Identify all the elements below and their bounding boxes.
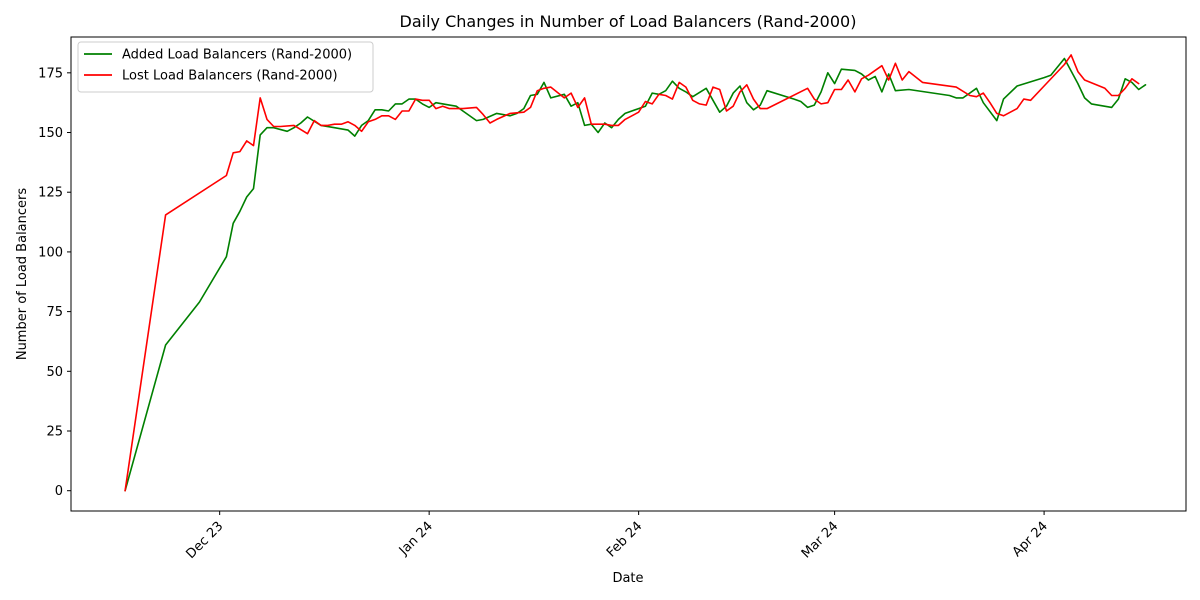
x-tick-label: Apr 24: [1010, 519, 1051, 560]
x-axis: Dec 23 Jan 24 Feb 24 Mar 24 Apr 24: [183, 511, 1051, 562]
y-axis: 0 25 50 75 100 125 150 175: [38, 66, 71, 499]
y-tick-label: 175: [38, 66, 63, 81]
legend-box: [77, 41, 374, 93]
y-axis-label: Number of Load Balancers: [15, 188, 30, 361]
y-tick-label: 150: [38, 126, 63, 141]
y-tick-label: 75: [46, 305, 63, 320]
chart-title: Daily Changes in Number of Load Balancer…: [400, 12, 857, 31]
plot-frame: [70, 36, 1187, 512]
legend-label-added: Added Load Balancers (Rand-2000): [122, 48, 352, 63]
y-tick-label: 125: [38, 186, 63, 201]
x-tick-label: Mar 24: [799, 519, 842, 562]
legend-label-lost: Lost Load Balancers (Rand-2000): [122, 69, 338, 84]
legend: Added Load Balancers (Rand-2000) Lost Loa…: [77, 41, 374, 93]
y-tick-label: 25: [46, 425, 63, 440]
series-line-added: [124, 57, 1147, 492]
x-tick-label: Feb 24: [604, 519, 646, 561]
x-axis-label: Date: [612, 571, 643, 586]
series-line-lost: [124, 54, 1140, 492]
x-tick-label: Jan 24: [396, 519, 436, 559]
series-layer: [124, 54, 1147, 492]
y-tick-label: 100: [38, 245, 63, 260]
y-tick-label: 0: [55, 484, 63, 499]
x-tick-label: Dec 23: [183, 519, 226, 562]
y-tick-label: 50: [46, 365, 63, 380]
